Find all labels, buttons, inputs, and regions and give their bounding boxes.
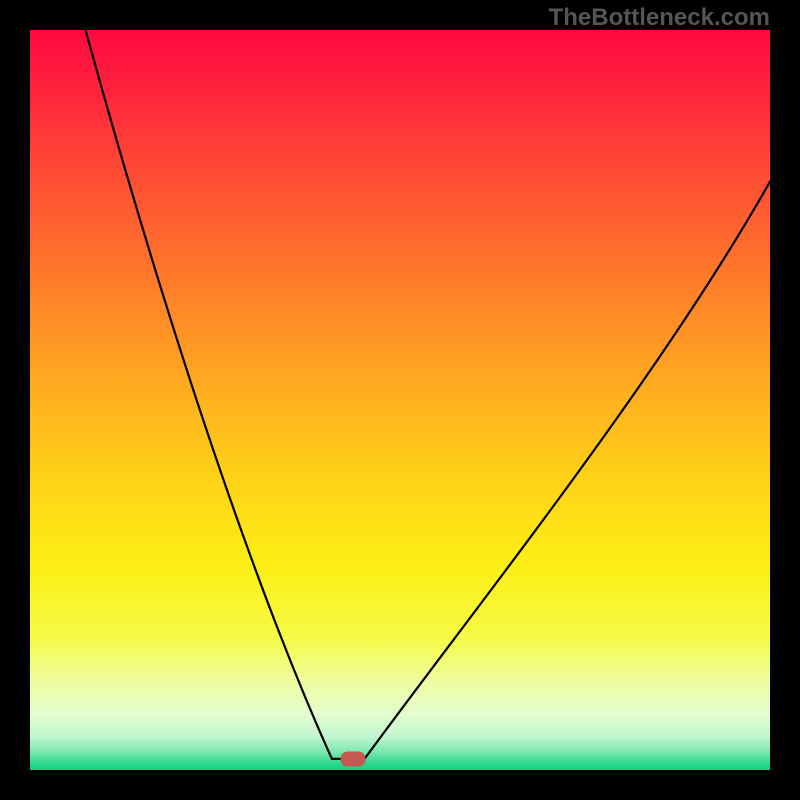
curve-path — [86, 30, 771, 759]
marker-icon — [340, 751, 365, 766]
marker-rect — [340, 751, 365, 766]
watermark-text: TheBottleneck.com — [549, 4, 770, 32]
plot-area — [30, 30, 770, 770]
minimum-marker — [340, 751, 365, 766]
bottleneck-curve — [30, 30, 770, 770]
